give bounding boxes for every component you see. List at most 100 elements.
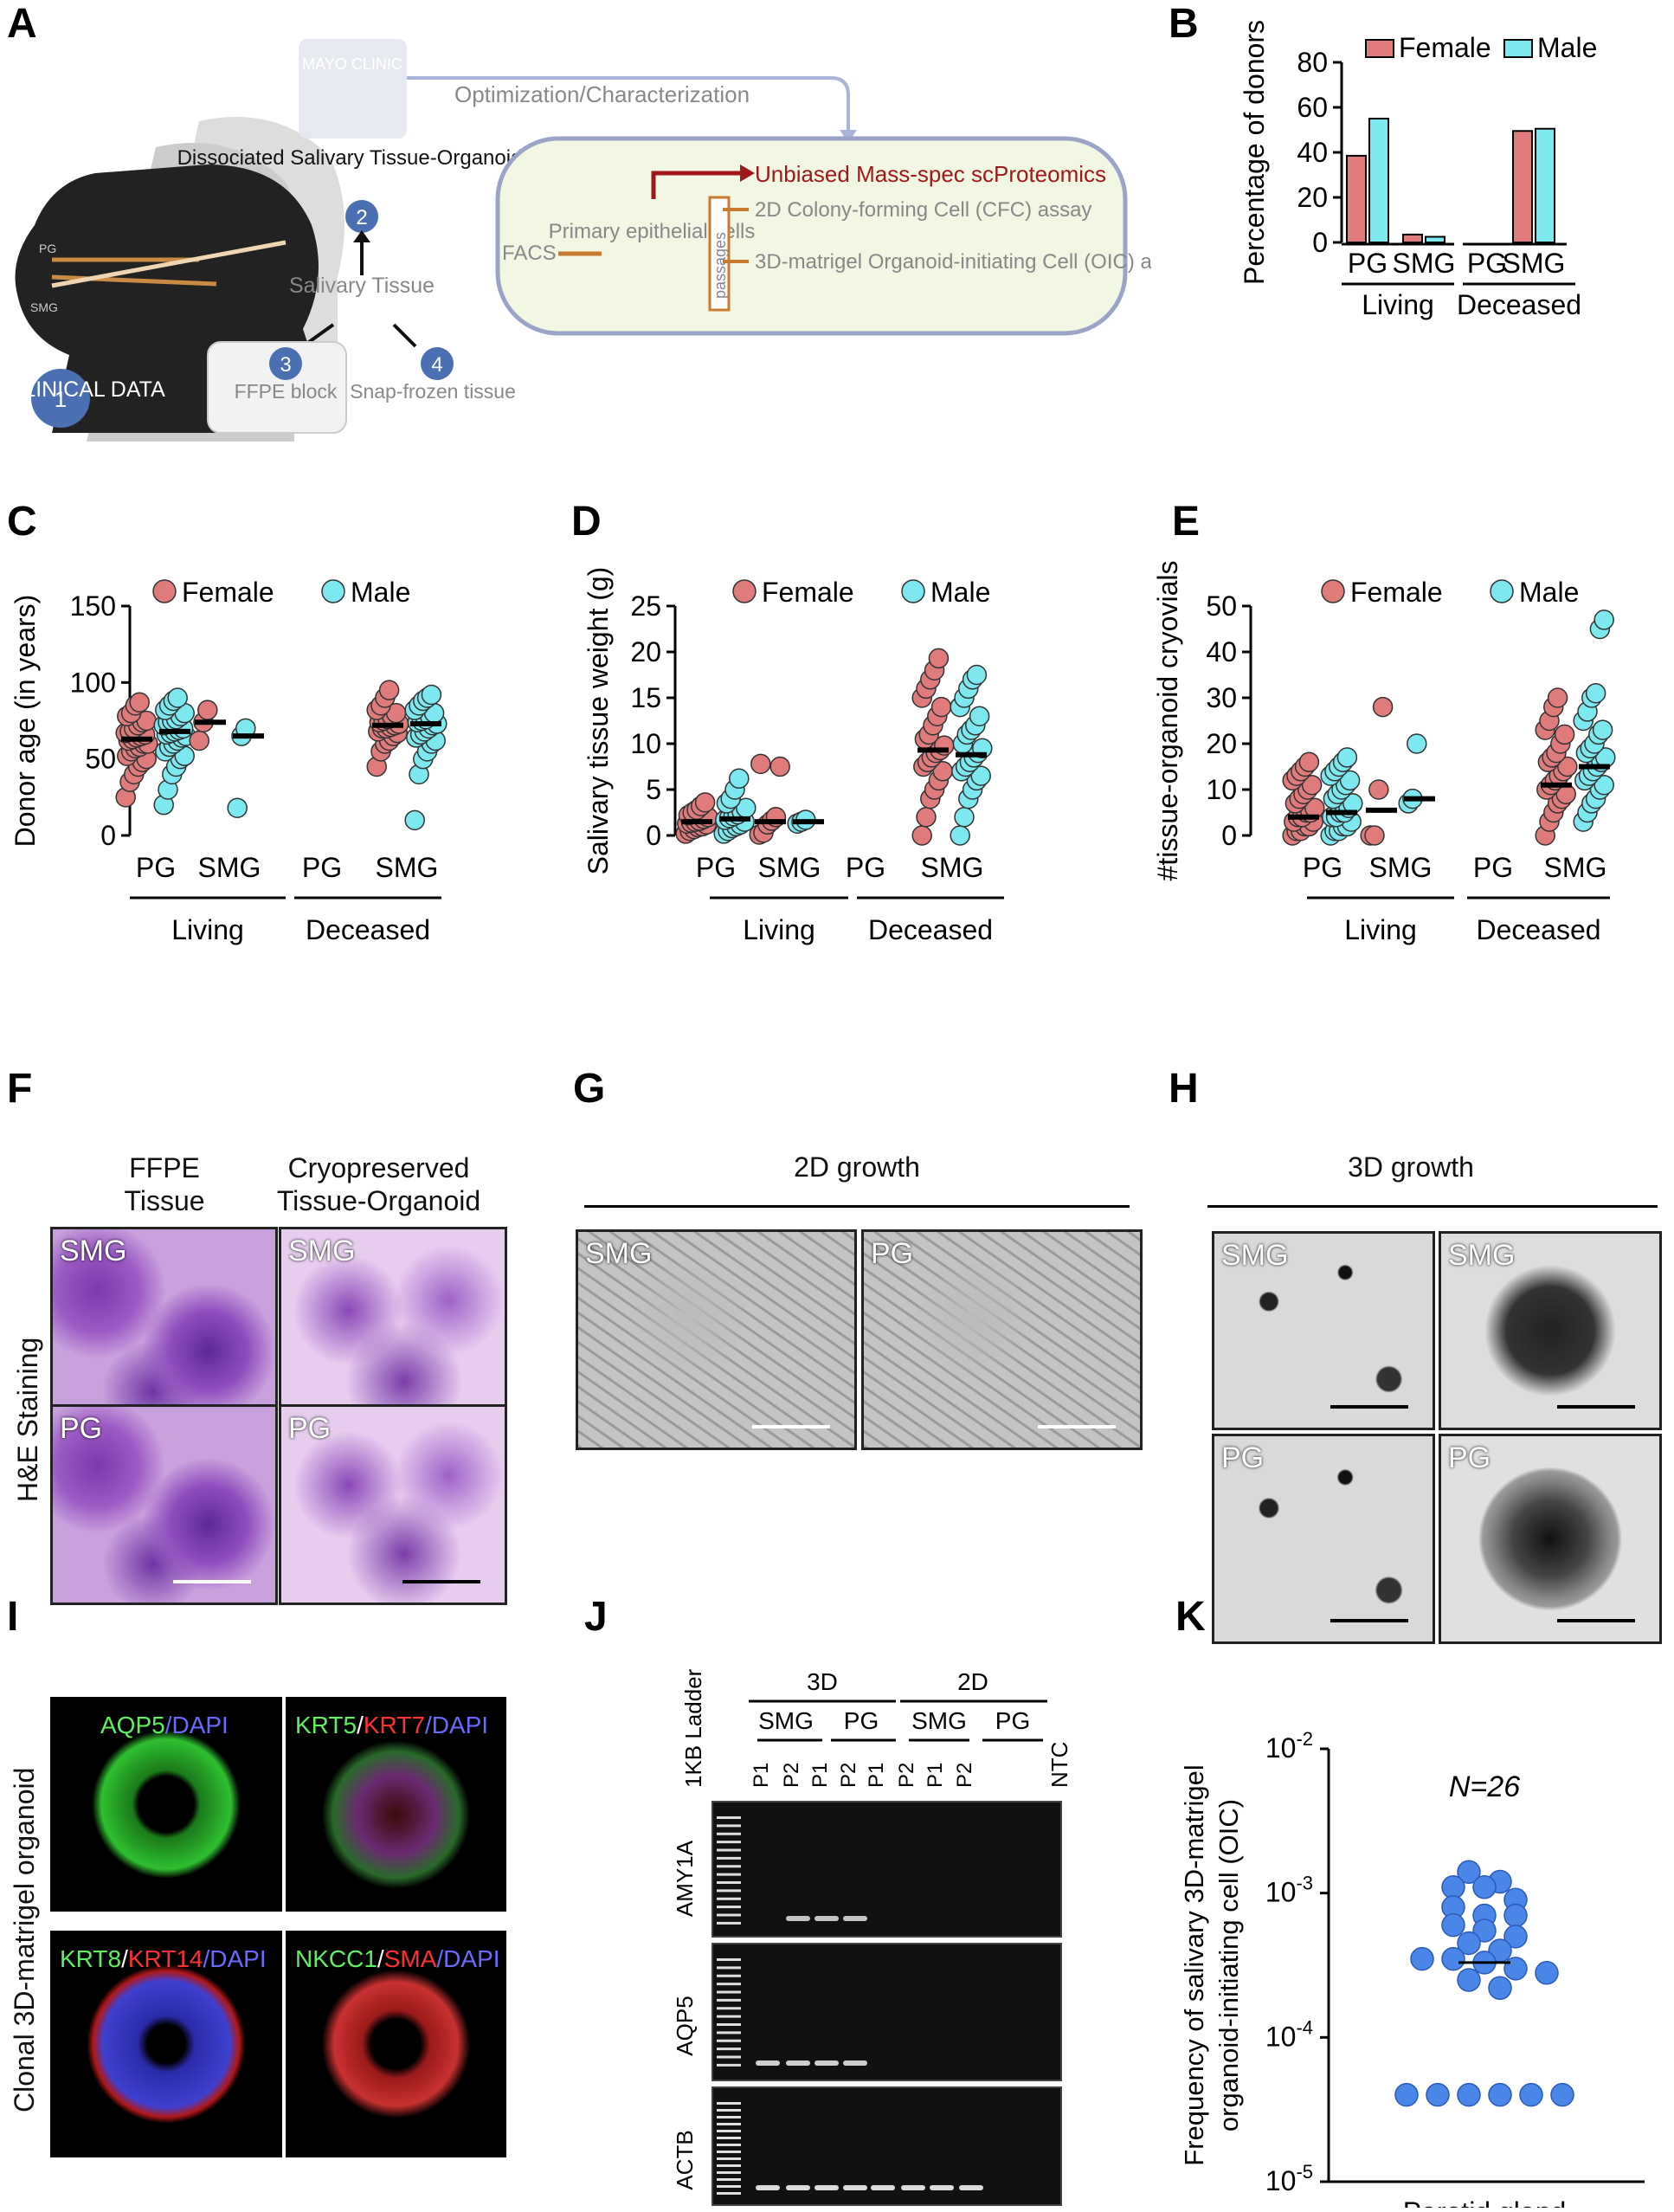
sep: / — [121, 1945, 128, 1972]
if-krt5-krt7: KRT5/KRT7/DAPI — [286, 1697, 506, 1912]
ladder-band — [717, 1913, 741, 1917]
data-point — [954, 807, 975, 828]
stain-dapi: /DAPI — [203, 1945, 267, 1972]
ladder-band — [717, 1998, 741, 2002]
data-point — [1426, 2082, 1450, 2107]
data-point — [1503, 1925, 1528, 1949]
bar-female — [1346, 154, 1367, 243]
tile-label: PG — [871, 1237, 914, 1270]
mayo-logo: MAYO CLINIC — [302, 55, 402, 73]
lane-label: P1 — [865, 1763, 888, 1788]
y-axis-label: Salivary tissue weight (g) — [583, 567, 614, 875]
group-3d-pg: PG — [844, 1707, 879, 1734]
gel-band — [814, 1916, 839, 1921]
y-tick-label: 20 — [630, 636, 661, 667]
y-tick-label: 10 — [1206, 774, 1237, 805]
y-tick-label: 10-5 — [1265, 2161, 1313, 2196]
data-point — [129, 692, 150, 713]
he-ffpe-smg: SMG — [50, 1227, 278, 1435]
x-tick-label: PG — [1467, 248, 1507, 279]
data-point — [1557, 756, 1578, 777]
data-point — [1594, 774, 1614, 796]
ladder-band — [717, 2137, 741, 2139]
stain-krt5: KRT5 — [295, 1712, 357, 1738]
gel-band — [814, 2060, 839, 2066]
ladder-band — [717, 1990, 741, 1994]
x-tick-label: PG — [1303, 852, 1342, 883]
group-label: Living — [171, 914, 244, 945]
gel-band — [930, 2185, 954, 2190]
3d-pg-image-1: PG — [1212, 1434, 1435, 1644]
data-point — [969, 706, 990, 726]
group-label: Deceased — [1476, 914, 1600, 945]
ladder-band — [717, 1832, 741, 1835]
if-krt8-krt14: KRT8/KRT14/DAPI — [50, 1931, 282, 2157]
panel-letter: G — [573, 1066, 606, 1112]
gel-band — [959, 2185, 983, 2190]
step-1-number: 1 — [55, 386, 67, 412]
panel-letter: I — [7, 1594, 19, 1640]
x-tick-label: PG — [846, 852, 885, 883]
data-point — [1457, 1968, 1481, 1992]
gel-aqp5 — [711, 1943, 1062, 2081]
ladder-band — [717, 2185, 741, 2188]
ladder-band — [717, 1865, 741, 1868]
data-point — [928, 648, 950, 669]
panel-letter: J — [584, 1594, 608, 1640]
ladder-band — [717, 2007, 741, 2010]
panel-letter: K — [1175, 1594, 1206, 1640]
data-point — [1364, 825, 1385, 846]
legend-swatch — [1365, 39, 1394, 58]
chart-c: 0 50 100 150 Donor age (in years) PG SMG PG SMG L… — [10, 577, 447, 945]
legend-marker — [1321, 579, 1345, 603]
3d-smg-image-2: SMG — [1439, 1231, 1662, 1430]
panel-letter: A — [7, 1, 37, 47]
data-point — [1368, 779, 1389, 800]
y-tick-label: 10-4 — [1265, 2016, 1313, 2052]
data-point — [1441, 1912, 1465, 1938]
x-tick-label: SMG — [1369, 852, 1433, 883]
tile-label: PG — [1221, 1441, 1265, 1474]
ntc-label: NTC — [1046, 1742, 1072, 1788]
ms-label: Unbiased Mass-spec scProteomics — [755, 161, 1106, 187]
group-label: Living — [743, 914, 815, 945]
gene-amy1a: AMY1A — [672, 1840, 698, 1917]
tile-label: SMG — [288, 1235, 356, 1267]
data-point — [1457, 1860, 1481, 1885]
gel-amy1a — [711, 1801, 1062, 1938]
ladder-band — [717, 2023, 741, 2026]
data-point — [1457, 1931, 1481, 1956]
legend-label: Female — [1399, 32, 1491, 63]
panel-c: C 0 50 100 150 Donor age (in years) PG SMG PG SM… — [0, 498, 554, 1052]
y-tick-label: 20 — [1297, 182, 1328, 213]
2d-pg-image: PG — [861, 1229, 1143, 1450]
panel-letter: E — [1172, 499, 1201, 545]
y-tick-label: 50 — [85, 744, 116, 775]
y-tick-label: 0 — [646, 820, 661, 851]
panel-a: A 1 CLINICAL DATA PG SMG MAYO CLINIC Opt… — [0, 0, 1151, 485]
ladder-band — [717, 2171, 741, 2174]
ladder-band — [717, 1816, 741, 1819]
he-organoid-smg: SMG — [279, 1227, 507, 1435]
data-point — [1547, 687, 1568, 708]
legend-label: Male — [930, 577, 990, 608]
tile-label: PG — [1448, 1441, 1491, 1474]
y-tick-label: 80 — [1297, 47, 1328, 78]
g-title-rule — [584, 1205, 1130, 1208]
gel-band — [786, 2185, 810, 2190]
panel-k: K 10-5 10-4 10-3 10-2 Frequency of salivary … — [1134, 1593, 1674, 2212]
lane-label: P2 — [780, 1763, 803, 1788]
data-point — [1488, 1976, 1512, 2001]
ladder-band — [717, 1966, 741, 1970]
step-2-number: 2 — [356, 206, 367, 229]
y-tick-label: 40 — [1206, 636, 1237, 667]
x-tick-label: PG — [136, 852, 176, 883]
ladder-band — [717, 2109, 741, 2112]
ladder-band — [717, 2130, 741, 2132]
panel-j: J 1KB Ladder 3D 2D SMG PG SMG PG P1 P2 P1 P… — [563, 1593, 1125, 2208]
data-point — [197, 700, 218, 720]
data-point — [189, 730, 209, 751]
data-point — [1503, 1903, 1528, 1928]
stain-sma: SMA — [383, 1945, 437, 1972]
gel-band — [843, 2060, 867, 2066]
